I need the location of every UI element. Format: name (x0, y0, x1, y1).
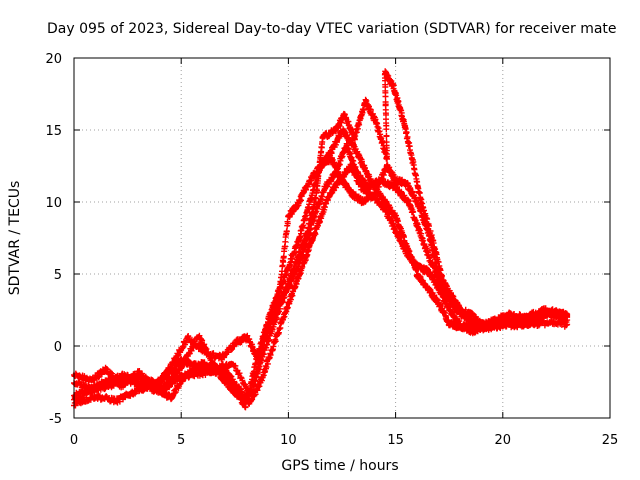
x-tick-label: 25 (602, 433, 619, 448)
y-tick-label: 15 (45, 124, 62, 139)
y-tick-label: 20 (45, 52, 62, 67)
y-tick-label: -5 (49, 412, 62, 427)
y-tick-label: 0 (54, 340, 62, 355)
x-tick-label: 10 (280, 433, 297, 448)
axis-tick-labels: 0 5 10 15 20 25 -5 0 5 10 15 20 (45, 52, 618, 448)
chart-title: Day 095 of 2023, Sidereal Day-to-day VTE… (47, 21, 617, 37)
y-tick-label: 10 (45, 196, 62, 211)
y-tick-label: 5 (54, 268, 62, 283)
axis-ticks (73, 57, 611, 419)
x-axis-label: GPS time / hours (281, 458, 398, 474)
x-tick-label: 5 (177, 433, 185, 448)
plot-frame (73, 57, 611, 419)
x-tick-label: 20 (495, 433, 512, 448)
y-axis-label: SDTVAR / TECUs (7, 181, 23, 296)
x-tick-label: 0 (70, 433, 78, 448)
x-tick-label: 15 (387, 433, 404, 448)
